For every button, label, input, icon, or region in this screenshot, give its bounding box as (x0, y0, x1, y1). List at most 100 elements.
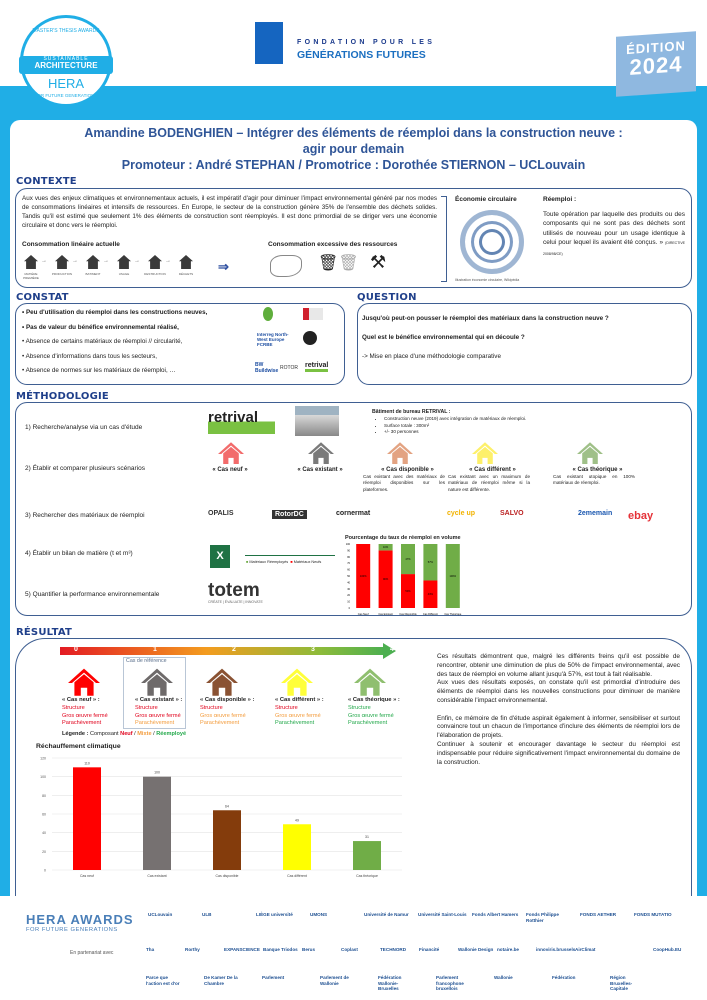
linear-step-label: PRODUCTION (51, 272, 73, 276)
promoters: Promoteur : André STEPHAN / Promotrice :… (121, 158, 586, 172)
y-tick-label: 0 (44, 869, 46, 873)
scale-number: 1 (153, 646, 157, 653)
badge-sustainable: SUSTAINABLE (43, 56, 89, 62)
conclusion-paragraph: Ces résultats démontrent que, malgré les… (437, 653, 680, 678)
sponsor-logo: notaire.be (497, 947, 519, 952)
linear-step-icon (148, 255, 162, 269)
segment-label: 47% (405, 557, 411, 561)
sponsor-logo: De Kamer De la Chambre (204, 975, 238, 986)
method-step-2: 2) Établir et comparer plusieurs scénari… (25, 465, 145, 472)
component-label: Gros œuvre fermé (275, 712, 321, 719)
platform-logo: cornermat (336, 510, 371, 517)
conclusion-paragraph: Aux vues des résultats exposés, on const… (437, 679, 680, 704)
y-tick-label: 120 (40, 757, 46, 761)
sponsor-logo: UCLouvain (148, 912, 173, 917)
sponsor-logo: Berus (302, 947, 316, 952)
sponsor-logo: TECHNORD (380, 947, 407, 952)
constat-box (15, 303, 345, 385)
component-label: Parachèvement (348, 720, 388, 726)
scenario-house-icon (218, 442, 244, 465)
wallonie-logo (303, 308, 323, 320)
sponsor-logo: Banque Triodos (263, 947, 298, 952)
result-house-icon (68, 668, 100, 696)
climate-chart: 0 20 40 60 80 100 120 110 Cas neuf 100 Cas existan… (40, 757, 402, 878)
segment-label: 43% (428, 592, 434, 596)
question-answer: -> Mise en place d'une méthodologie comp… (362, 353, 501, 360)
scenario-name: « Cas neuf » (212, 467, 248, 473)
component-label: Structure (200, 705, 223, 711)
building-item: Surface totale : 300m² (384, 423, 526, 430)
sponsor-logo: FONDS MUTATIO (634, 912, 672, 917)
totem-logo: totem CRÉATE | ÉVALUATE | INNOVATE (208, 580, 263, 604)
retrival-small-logo: retrival (305, 362, 329, 372)
result-case-name: « Cas disponible » : (200, 697, 255, 703)
legend-neuf: Neuf (120, 731, 133, 737)
badge-bottom-text: FOR FUTURE GENERATIONS (34, 93, 98, 98)
building-photo (295, 406, 339, 436)
building-item: +/- 30 personnes (384, 429, 526, 436)
badge-ribbon: SUSTAINABLE ARCHITECTURE (19, 56, 113, 74)
method-step-3: 3) Rechercher des matériaux de réemploi (25, 512, 145, 519)
scale-number: 2 (232, 646, 236, 653)
platform-logo: SALVO (500, 510, 524, 517)
sponsor-logo: Université Saint-Louis (418, 912, 467, 917)
sponsor-logo: LIÈGE université (256, 912, 293, 917)
sponsor-logo: innoviris.brussels (536, 947, 576, 952)
sponsor-logo: Parlement (262, 975, 285, 980)
result-case-name: « Cas différent » : (275, 697, 324, 703)
platform-logo: 2ememain (578, 510, 613, 517)
linear-step-icon (24, 255, 38, 269)
poster-title: Amandine BODENGHIEN – Intégrer des éléme… (84, 126, 623, 140)
excel-icon: X (210, 545, 230, 568)
question-1: Jusqu'où peut-on pousser le réemploi des… (362, 315, 609, 322)
totem-name: totem (208, 580, 260, 601)
y-tick-label: 60 (42, 813, 46, 817)
tree-logo (263, 307, 273, 321)
scenario-house-icon (472, 442, 498, 465)
constat-item: Absence de normes sur les matériaux de r… (22, 364, 207, 379)
contexte-text: Aux vues des enjeux climatiques et envir… (22, 195, 437, 229)
platform-logo: RotorDC (272, 510, 307, 519)
constat-item-text: Peu d'utilisation du réemploi dans les c… (25, 309, 208, 316)
scale-arrow (60, 647, 385, 655)
question-2: Quel est le bénéfice environnemental qui… (362, 334, 525, 341)
foundation-line1: FONDATION POUR LES (297, 39, 436, 46)
linear-step-label: DESTRUCTION (144, 272, 166, 276)
reemploi-title: Réemploi : (543, 196, 577, 203)
sponsor-logo: Rorthy (185, 947, 200, 952)
y-tick-label: 10 (347, 601, 350, 604)
sponsor-logo: Fonds Philippe Rotthier (526, 912, 559, 923)
poster-panel (10, 120, 697, 896)
scenario-name: « Cas théorique » (572, 467, 623, 473)
linear-title: Consommation linéaire actuelle (22, 241, 120, 248)
segment-label: 90% (383, 577, 389, 581)
y-tick-label: 30 (347, 588, 350, 591)
partnership-label: En partenariat avec (70, 950, 114, 956)
constat-item: Peu d'utilisation du réemploi dans les c… (22, 306, 207, 321)
section-heading-question: QUESTION (357, 292, 417, 303)
sponsor-logo: Parlement francophone bruxellois (436, 975, 464, 991)
linear-step-icon (86, 255, 100, 269)
result-house-icon (206, 668, 238, 696)
belgium-map-icon (270, 255, 302, 277)
badge-hera: HERA (47, 76, 85, 91)
scenario-name: « Cas différent » (469, 467, 516, 473)
legend-neufs: Matériaux Neufs (293, 560, 322, 564)
stacked-bar-segment (423, 580, 438, 608)
climate-chart-title: Réchauffement climatique (36, 743, 121, 750)
building-item: Construction neuve (2019) avec intégrati… (384, 416, 526, 423)
reuse-rate-chart: 0 10 20 30 40 50 60 70 80 90 100 100% Cas Neuf 90% 10%… (346, 543, 462, 616)
building-details: Construction neuve (2019) avec intégrati… (378, 416, 526, 436)
sponsor-logo: FONDS AETHER (580, 912, 617, 917)
y-tick-label: 60 (347, 569, 350, 572)
sponsor-logo: Wallonie Design (458, 947, 494, 952)
sponsor-logo: Financité (419, 947, 440, 952)
scenario-house-icon (308, 442, 334, 465)
sponsor-logo: Wallonie (494, 975, 513, 980)
x-tick-label: Cas différent (287, 874, 307, 878)
component-label: Gros œuvre fermé (200, 712, 246, 719)
excess-title: Consommation excessive des ressources (268, 241, 398, 248)
scenario-house-icon (387, 442, 413, 465)
conclusion-paragraph (437, 706, 680, 715)
sponsor-logo: EXPANSCIENCE (224, 947, 260, 952)
